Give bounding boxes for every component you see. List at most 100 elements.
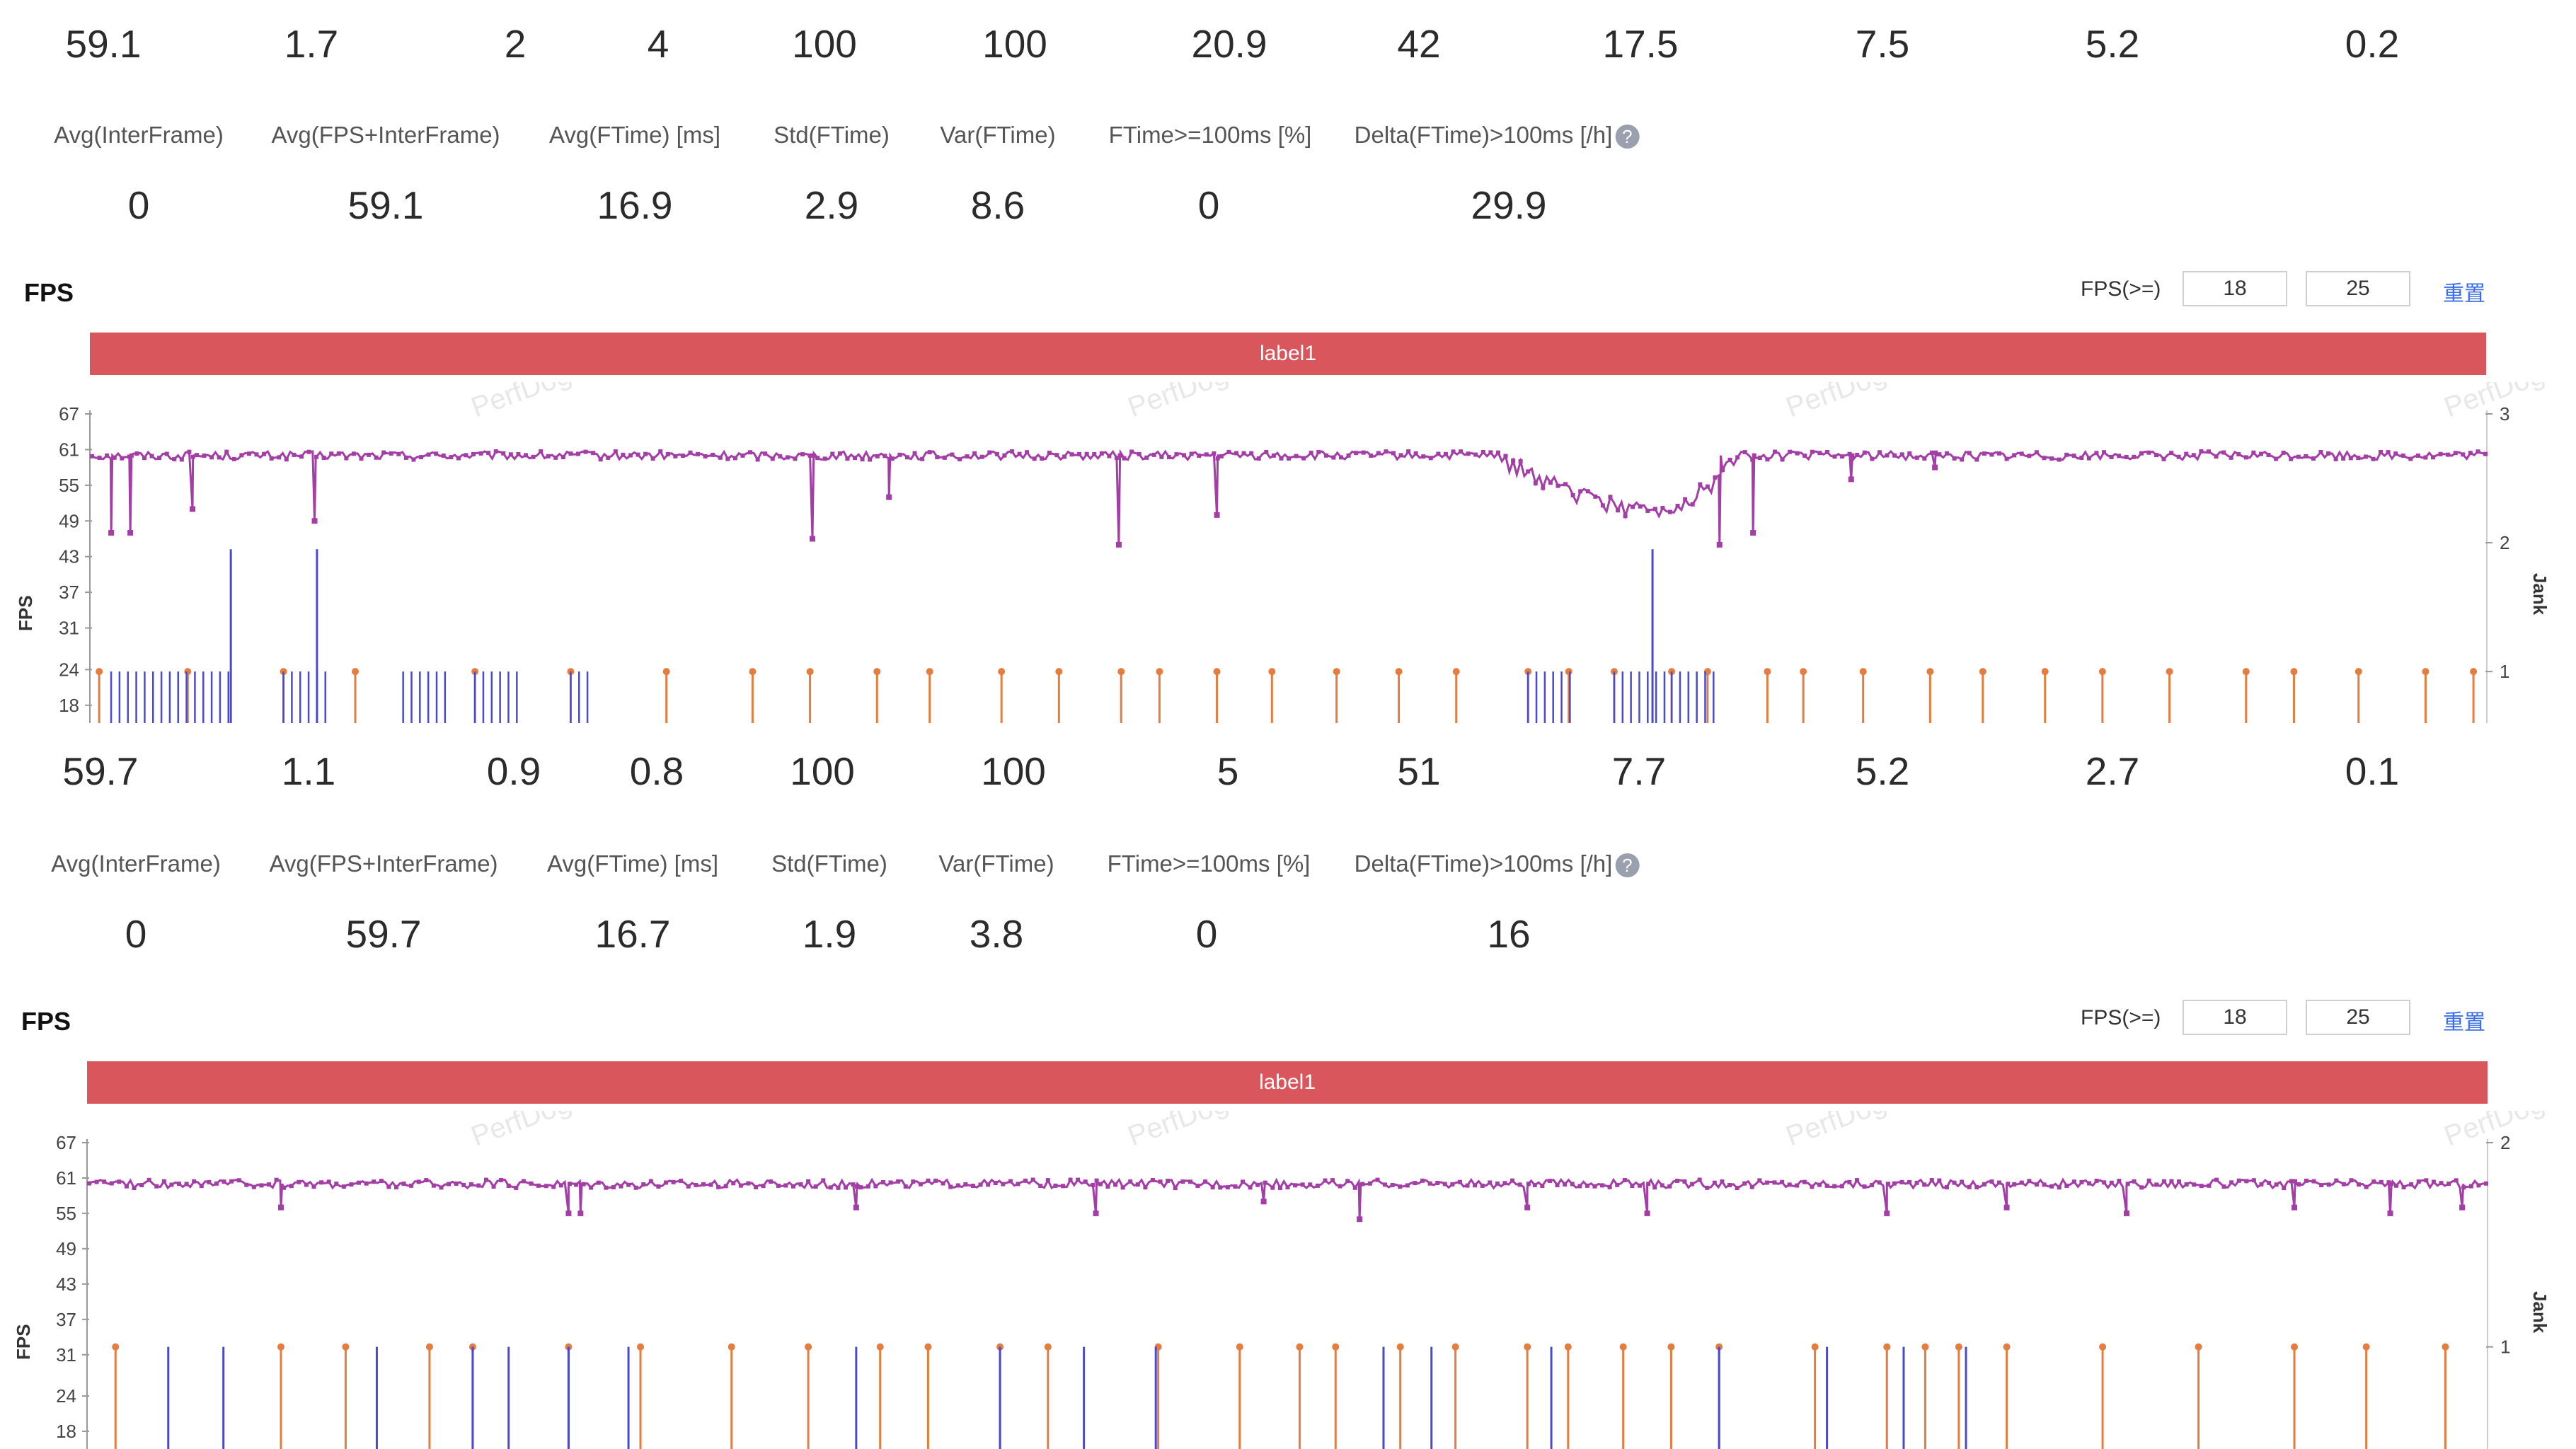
fps-threshold-input-low[interactable] [2183,1000,2287,1035]
fps-point [1301,456,1306,461]
fps-point [2169,1179,2174,1184]
fps-point [1120,1185,1125,1190]
fps-point [1117,453,1122,458]
fps-dip-point [853,1204,859,1211]
fps-point [1316,449,1321,454]
fps-point [1182,453,1187,458]
fps-point [551,1184,556,1189]
fps-point [1907,451,1912,456]
fps-point [1094,1178,1099,1183]
fps-threshold-input-high[interactable] [2306,1000,2410,1035]
fps-point [351,451,356,456]
fps-point [1660,1183,1664,1188]
fps-point [2177,1179,2182,1184]
fps-threshold-input-high[interactable] [2306,271,2410,306]
fps-point [2371,1179,2376,1184]
fps-point [224,449,229,454]
jank-marker-dot [2195,1343,2202,1351]
fps-point [2431,455,2436,460]
fps-point [2379,449,2384,454]
fps-point [663,1180,668,1185]
fps-point [194,453,199,458]
fps-point [1480,449,1485,454]
big-jank-markers [229,549,1654,723]
reset-button[interactable]: 重置 [2443,282,2485,306]
fps-point [87,1181,91,1186]
fps-point [478,451,483,456]
fps-point [231,456,236,461]
fps-point [761,1184,766,1189]
fps-point [2161,456,2166,461]
fps-point [2386,1180,2391,1185]
fps-point [1548,480,1553,485]
help-icon[interactable]: ? [1615,853,1640,878]
fps-dip-point [2459,1204,2466,1211]
fps-point [1300,1182,1305,1187]
metric-label: Avg(InterFrame) [54,122,224,148]
fps-point [1899,452,1904,457]
top-value: 17.5 [1602,22,1679,66]
metric-label: Avg(FPS+InterFrame) [271,122,500,148]
segment-label-bar[interactable]: label1 [90,333,2486,375]
fps-point [1592,1184,1597,1189]
fps-point [935,455,940,460]
fps-point [2042,1182,2047,1187]
fps-point [658,449,663,454]
fps-point [416,1179,421,1184]
fps-point [596,1180,601,1185]
metric-value: 1.9 [802,912,857,956]
fps-point [1616,508,1621,513]
fps-point [2034,1182,2039,1187]
fps-point [1540,1184,1545,1189]
top-value: 100 [792,22,857,66]
fps-point [1241,451,1246,456]
fps-point [1488,1180,1493,1185]
fps-point [2049,456,2054,461]
fps-point [1263,1180,1267,1185]
fps-point [1436,451,1441,456]
fps-point [329,451,334,456]
reset-button[interactable]: 重置 [2443,1011,2485,1034]
fps-point [2356,456,2361,461]
fps-point [688,450,693,455]
top-value: 100 [981,749,1046,793]
fps-point [1502,1181,1507,1186]
segment-label-bar[interactable]: label1 [87,1061,2488,1104]
fps-point [1922,1182,1927,1187]
fps-point [633,1185,638,1190]
fps-point [1944,1184,1949,1189]
top-value: 1.1 [281,749,336,793]
fps-point [1435,1180,1440,1185]
fps-point [2206,449,2211,454]
fps-point [2296,454,2301,459]
fps-point [1847,1179,1852,1184]
fps-point [2079,1179,2084,1184]
fps-point [1331,455,1336,460]
fps-point [1945,451,1950,456]
help-icon[interactable]: ? [1615,125,1640,149]
fps-point [1277,1186,1282,1191]
fps-threshold-input-low[interactable] [2183,271,2287,306]
fps-point [920,456,925,461]
fps-point [1547,1179,1552,1184]
fps-point [703,454,708,458]
fps-point [1017,451,1022,456]
metric-value: 16.7 [594,912,671,956]
fps-point [1398,453,1403,458]
metric-label: Std(FTime) [771,850,887,877]
y2-tick-label: 3 [2500,403,2509,425]
fps-point [598,457,603,462]
fps-point [1757,1178,1762,1183]
fps-point [1249,451,1254,456]
fps-point [396,451,401,456]
jank-marker-dot [277,1343,284,1351]
fps-point [1622,1177,1627,1182]
fps-point [911,1179,916,1184]
fps-point [379,1179,384,1184]
fps-point [2408,456,2413,461]
fps-point [2184,451,2189,456]
fps-point [941,1181,945,1186]
jank-marker-dot [2291,1343,2299,1351]
fps-point [2199,1184,2204,1189]
metric-label-text: Delta(FTime)>100ms [/h] [1354,122,1613,148]
